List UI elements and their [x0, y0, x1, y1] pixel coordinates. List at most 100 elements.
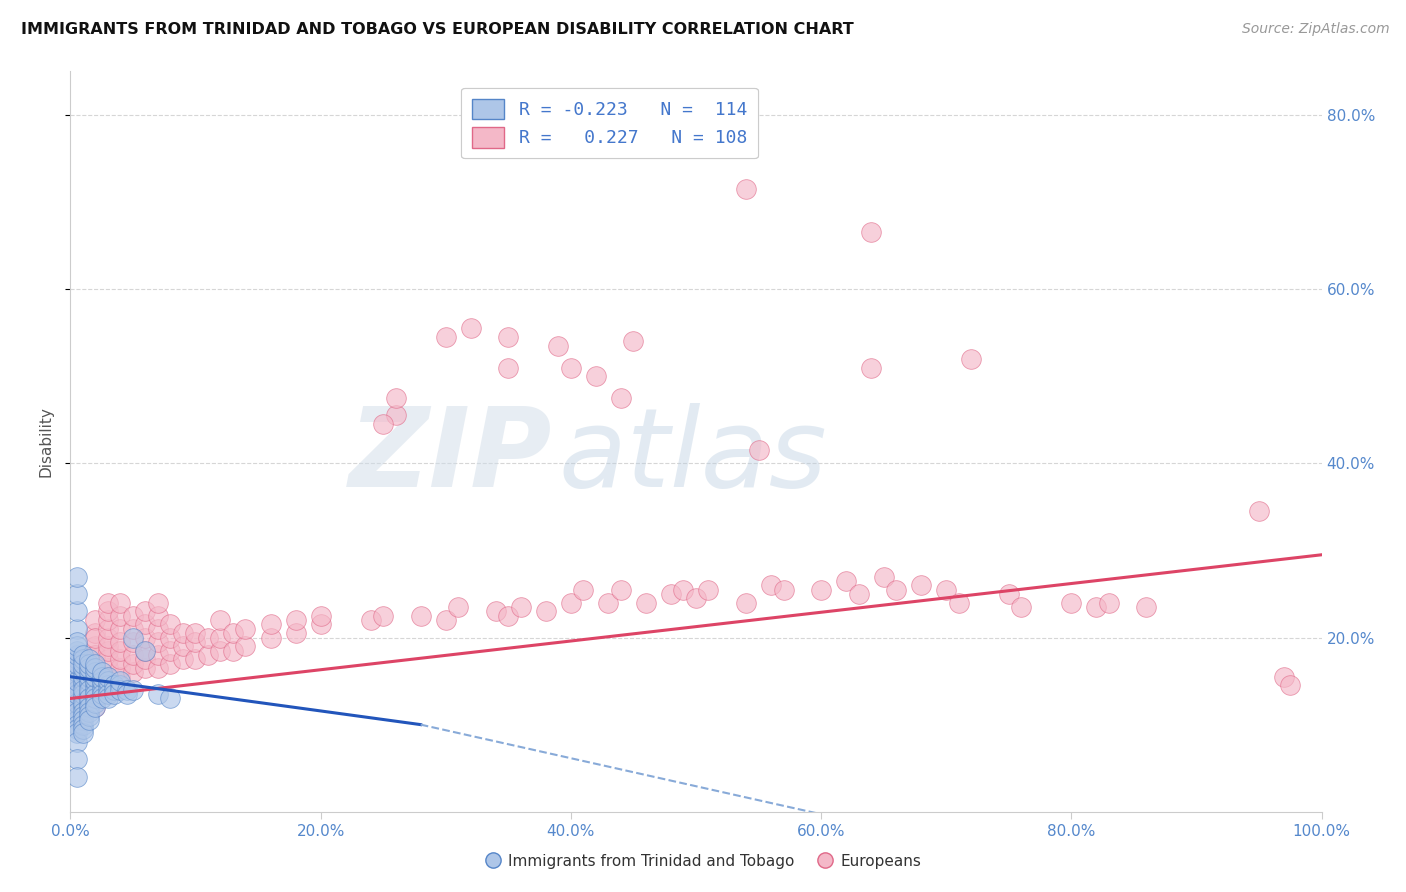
Point	[560, 360, 582, 375]
Point	[97, 596, 120, 610]
Point	[65, 752, 87, 766]
Point	[65, 587, 87, 601]
Point	[960, 351, 983, 366]
Point	[72, 682, 94, 697]
Point	[65, 722, 87, 736]
Point	[235, 639, 257, 653]
Point	[121, 682, 145, 697]
Point	[159, 643, 181, 657]
Point	[434, 330, 457, 344]
Point	[72, 700, 94, 714]
Point	[65, 657, 87, 671]
Point	[146, 687, 169, 701]
Point	[146, 661, 169, 675]
Point	[77, 674, 100, 689]
Point	[222, 626, 245, 640]
Point	[848, 587, 870, 601]
Point	[560, 596, 582, 610]
Point	[65, 674, 87, 689]
Point	[1010, 600, 1032, 615]
Point	[77, 687, 100, 701]
Point	[159, 631, 181, 645]
Point	[97, 687, 120, 701]
Point	[65, 709, 87, 723]
Point	[685, 591, 707, 606]
Point	[65, 682, 87, 697]
Point	[65, 652, 87, 666]
Point	[121, 608, 145, 623]
Point	[1085, 600, 1108, 615]
Point	[77, 696, 100, 710]
Point	[634, 596, 657, 610]
Point	[97, 678, 120, 692]
Point	[259, 617, 281, 632]
Point	[146, 648, 169, 662]
Point	[110, 635, 132, 649]
Point	[84, 661, 107, 675]
Point	[77, 713, 100, 727]
Point	[77, 670, 100, 684]
Point	[84, 691, 107, 706]
Point	[72, 726, 94, 740]
Point	[284, 626, 307, 640]
Point	[222, 643, 245, 657]
Point	[65, 691, 87, 706]
Point	[197, 631, 219, 645]
Point	[90, 678, 112, 692]
Point	[872, 569, 894, 583]
Point	[371, 417, 394, 431]
Point	[84, 639, 107, 653]
Point	[72, 652, 94, 666]
Point	[65, 661, 87, 675]
Point	[134, 643, 156, 657]
Point	[172, 626, 194, 640]
Point	[184, 635, 207, 649]
Point	[610, 391, 633, 405]
Point	[134, 631, 156, 645]
Point	[697, 582, 720, 597]
Point	[585, 369, 607, 384]
Point	[72, 678, 94, 692]
Point	[209, 643, 232, 657]
Point	[121, 665, 145, 680]
Point	[72, 657, 94, 671]
Point	[110, 670, 132, 684]
Point	[97, 652, 120, 666]
Point	[72, 652, 94, 666]
Point	[97, 670, 120, 684]
Point	[72, 674, 94, 689]
Point	[184, 626, 207, 640]
Point	[159, 691, 181, 706]
Point	[84, 682, 107, 697]
Point	[121, 635, 145, 649]
Point	[384, 409, 406, 423]
Point	[935, 582, 957, 597]
Point	[598, 596, 620, 610]
Point	[735, 596, 758, 610]
Legend: R = -0.223   N =  114, R =   0.227   N = 108: R = -0.223 N = 114, R = 0.227 N = 108	[461, 87, 758, 159]
Point	[84, 648, 107, 662]
Point	[434, 613, 457, 627]
Point	[72, 670, 94, 684]
Point	[1272, 670, 1295, 684]
Point	[1249, 504, 1271, 518]
Point	[910, 578, 932, 592]
Point	[65, 682, 87, 697]
Point	[146, 622, 169, 636]
Point	[1060, 596, 1083, 610]
Point	[97, 674, 120, 689]
Point	[65, 665, 87, 680]
Point	[84, 652, 107, 666]
Point	[97, 604, 120, 618]
Point	[65, 670, 87, 684]
Point	[110, 608, 132, 623]
Point	[65, 770, 87, 784]
Point	[748, 443, 770, 458]
Point	[77, 652, 100, 666]
Point	[72, 691, 94, 706]
Point	[65, 652, 87, 666]
Point	[72, 665, 94, 680]
Point	[72, 661, 94, 675]
Point	[97, 661, 120, 675]
Point	[197, 648, 219, 662]
